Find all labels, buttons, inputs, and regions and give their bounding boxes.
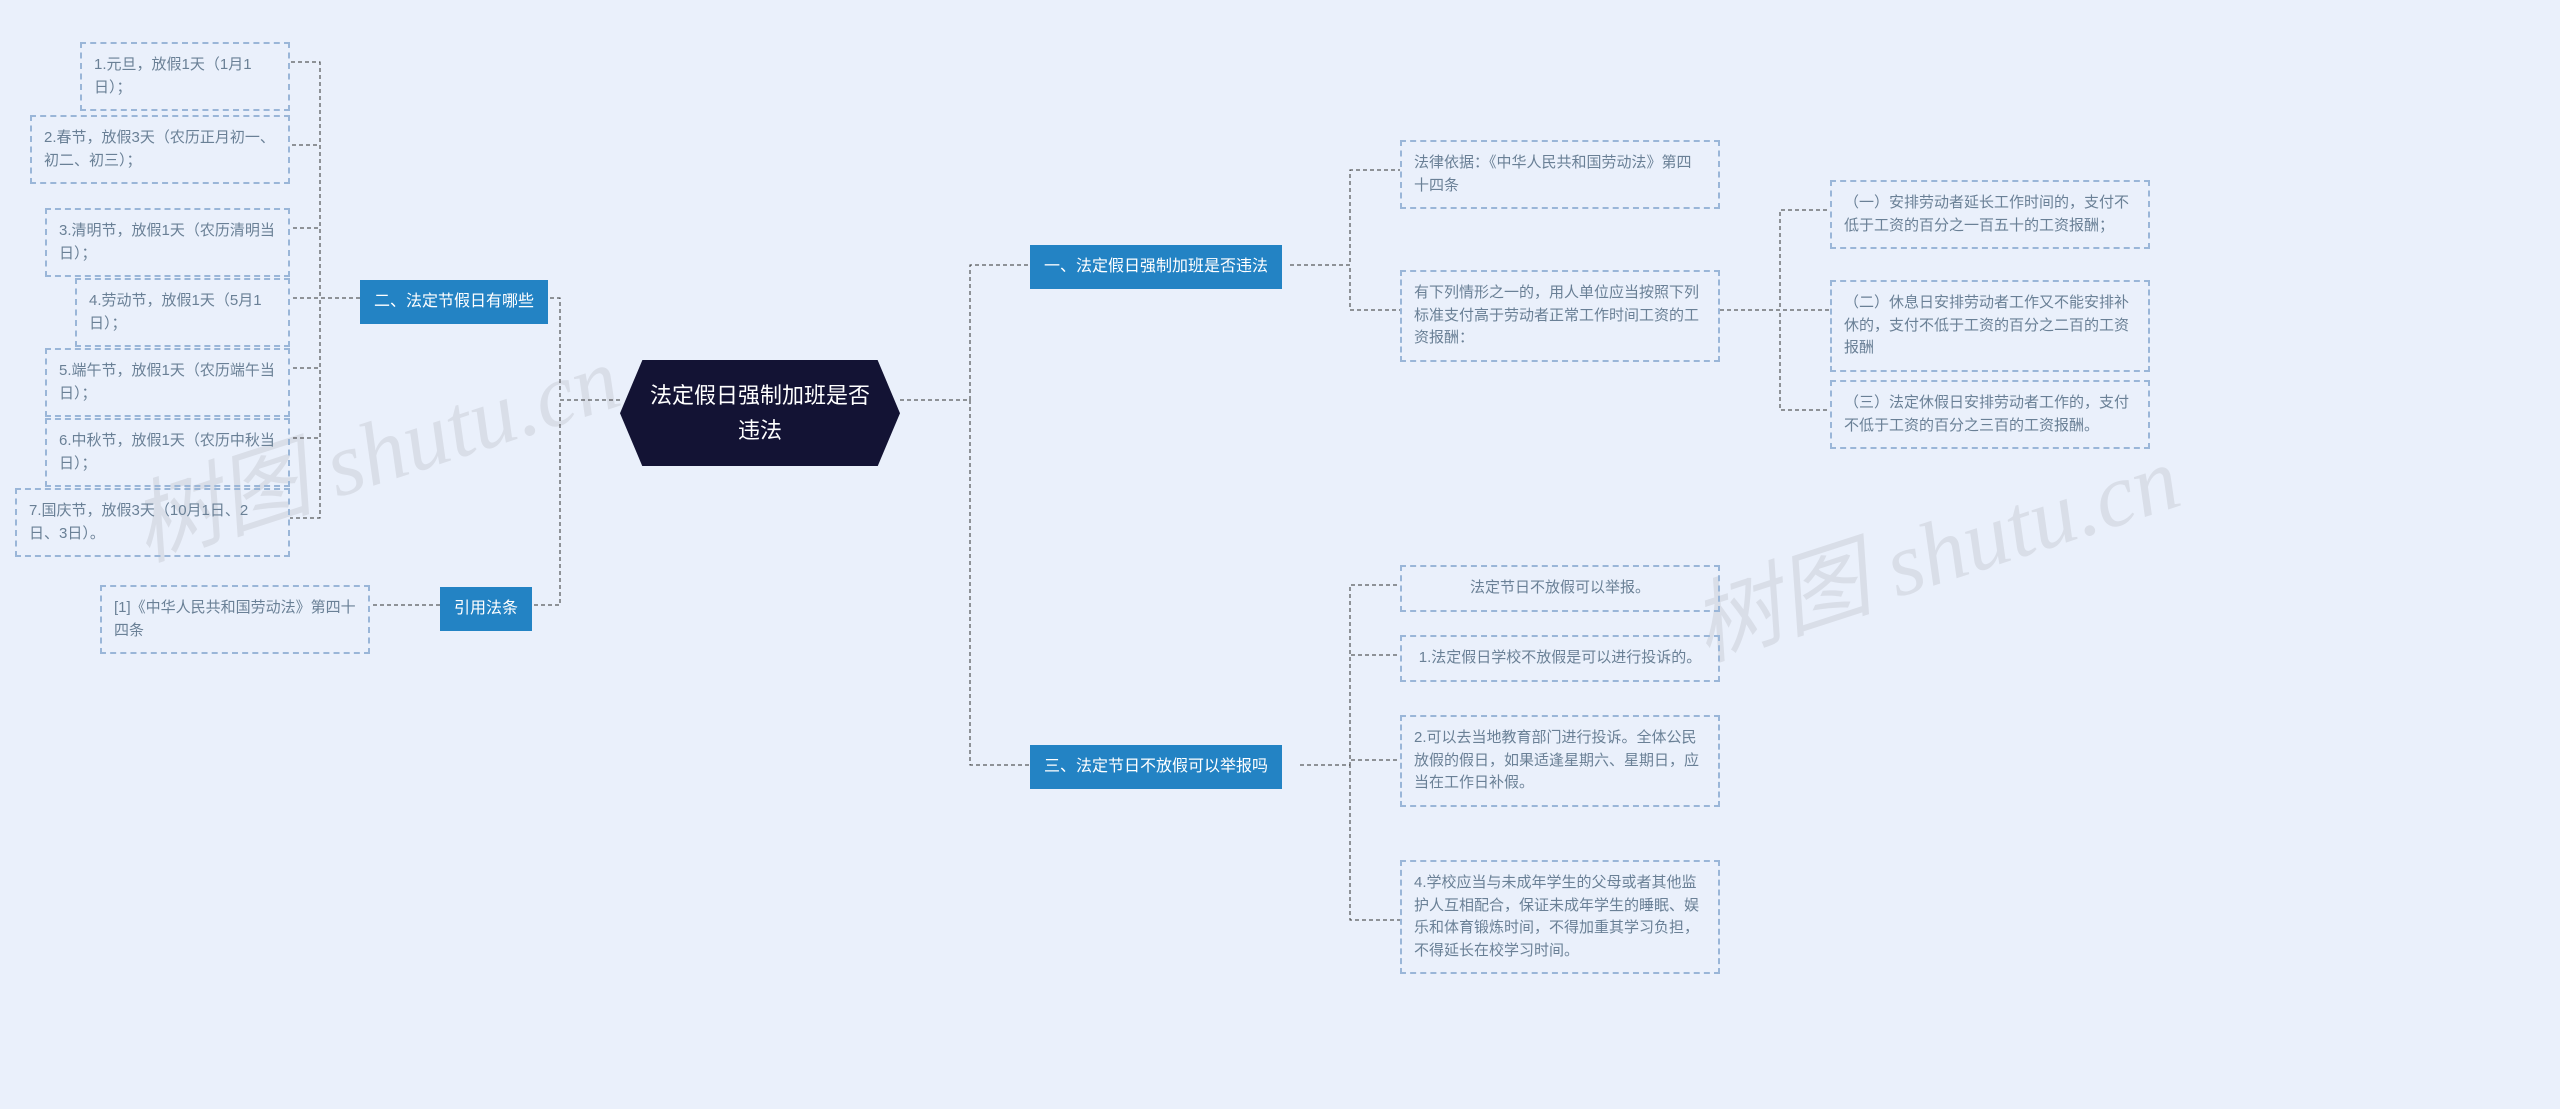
leaf-r2-c3: 2.可以去当地教育部门进行投诉。全体公民放假的假日，如果适逢星期六、星期日，应当… xyxy=(1400,715,1720,807)
leaf-r2-c2: 1.法定假日学校不放假是可以进行投诉的。 xyxy=(1400,635,1720,682)
leaf-r1-c2-s1: （一）安排劳动者延长工作时间的，支付不低于工资的百分之一百五十的工资报酬； xyxy=(1830,180,2150,249)
connectors xyxy=(0,0,2560,1109)
branch-r2: 三、法定节日不放假可以举报吗 xyxy=(1030,745,1282,789)
leaf-l1-c4: 4.劳动节，放假1天（5月1日）； xyxy=(75,278,290,347)
root-node: 法定假日强制加班是否违法 xyxy=(620,360,900,466)
leaf-l1-c3: 3.清明节，放假1天（农历清明当日）； xyxy=(45,208,290,277)
leaf-r2-c4: 4.学校应当与未成年学生的父母或者其他监护人互相配合，保证未成年学生的睡眠、娱乐… xyxy=(1400,860,1720,974)
leaf-l1-c7: 7.国庆节，放假3天（10月1日、2日、3日）。 xyxy=(15,488,290,557)
branch-r1: 一、法定假日强制加班是否违法 xyxy=(1030,245,1282,289)
leaf-r2-c1: 法定节日不放假可以举报。 xyxy=(1400,565,1720,612)
branch-l2: 引用法条 xyxy=(440,587,532,631)
leaf-r1-c2: 有下列情形之一的，用人单位应当按照下列标准支付高于劳动者正常工作时间工资的工资报… xyxy=(1400,270,1720,362)
leaf-r1-c1: 法律依据：《中华人民共和国劳动法》第四十四条 xyxy=(1400,140,1720,209)
branch-r2-label: 三、法定节日不放假可以举报吗 xyxy=(1044,755,1268,779)
leaf-r1-c2-s2: （二）休息日安排劳动者工作又不能安排补休的，支付不低于工资的百分之二百的工资报酬 xyxy=(1830,280,2150,372)
branch-l1: 二、法定节假日有哪些 xyxy=(360,280,548,324)
leaf-l1-c5: 5.端午节，放假1天（农历端午当日）； xyxy=(45,348,290,417)
root-text: 法定假日强制加班是否违法 xyxy=(642,378,878,448)
leaf-l2-c1: [1]《中华人民共和国劳动法》第四十四条 xyxy=(100,585,370,654)
leaf-l1-c2: 2.春节，放假3天（农历正月初一、初二、初三）； xyxy=(30,115,290,184)
leaf-l1-c1: 1.元旦，放假1天（1月1日）； xyxy=(80,42,290,111)
leaf-r1-c2-s3: （三）法定休假日安排劳动者工作的，支付不低于工资的百分之三百的工资报酬。 xyxy=(1830,380,2150,449)
branch-r1-label: 一、法定假日强制加班是否违法 xyxy=(1044,255,1268,279)
branch-l2-label: 引用法条 xyxy=(454,597,518,621)
branch-l1-label: 二、法定节假日有哪些 xyxy=(374,290,534,314)
leaf-l1-c6: 6.中秋节，放假1天（农历中秋当日）； xyxy=(45,418,290,487)
